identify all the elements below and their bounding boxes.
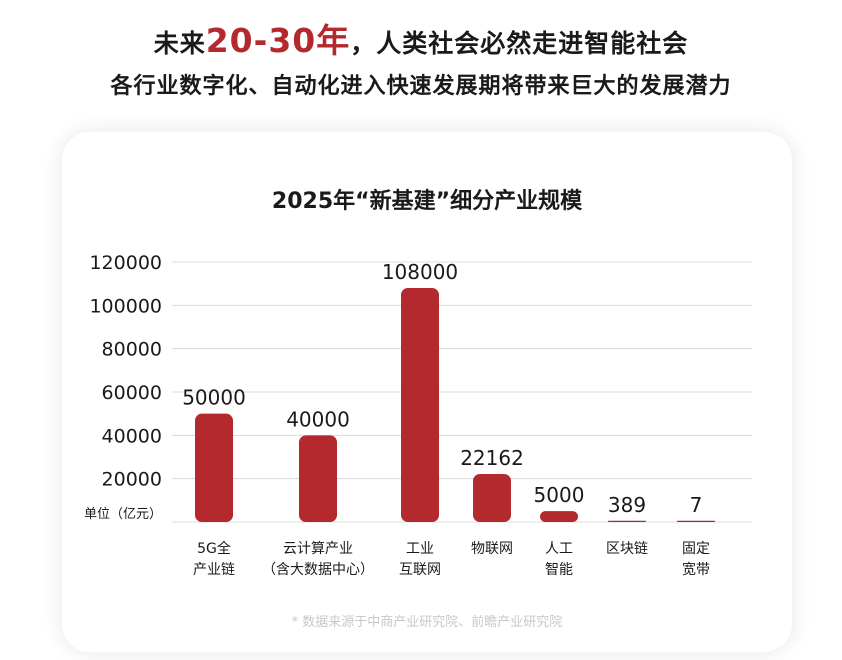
y-tick-label: 20000 xyxy=(102,469,162,491)
y-tick-label: 80000 xyxy=(102,339,162,361)
category-label: 物联网 xyxy=(471,541,513,557)
bar-value-label: 389 xyxy=(608,493,646,517)
headline-highlight: 20-30年 xyxy=(205,21,351,60)
bar-chart: 2025年“新基建”细分产业规模 20000 40000 60000 80000 100… xyxy=(84,188,752,630)
footnote: * 数据来源于中商产业研究院、前瞻产业研究院 xyxy=(292,614,563,630)
y-tick-label: 40000 xyxy=(102,425,162,447)
bar-value-label: 108000 xyxy=(382,260,458,284)
headline-line-1-pre: 未来 xyxy=(153,29,206,58)
bar xyxy=(677,520,715,522)
bar xyxy=(401,288,439,522)
category-label: 区块链 xyxy=(606,541,648,557)
bar-value-label: 22162 xyxy=(460,446,524,470)
y-tick-label: 60000 xyxy=(102,382,162,404)
headline-line-1: 未来20-30年，人类社会必然走进智能社会 xyxy=(0,14,842,62)
category-label: 云计算产业 xyxy=(283,541,353,557)
bar-value-label: 5000 xyxy=(534,483,585,507)
headline-line-2: 各行业数字化、自动化进入快速发展期将带来巨大的发展潜力 xyxy=(110,74,732,99)
bar-value-label: 40000 xyxy=(286,407,350,431)
chart-title: 2025年“新基建”细分产业规模 xyxy=(272,188,583,214)
bar-value-label: 50000 xyxy=(182,386,246,410)
bar xyxy=(299,435,337,522)
headline-line-1-post: ，人类社会必然走进智能社会 xyxy=(350,29,689,58)
y-tick-label: 100000 xyxy=(89,295,162,317)
bar xyxy=(608,520,646,522)
category-label: 固定 xyxy=(682,541,710,557)
category-label: 工业 xyxy=(406,541,434,557)
unit-label: 单位（亿元） xyxy=(84,507,162,522)
category-label: 产业链 xyxy=(193,562,235,578)
bar xyxy=(473,473,511,522)
bar xyxy=(195,413,233,522)
category-label: 人工 xyxy=(545,541,573,557)
chart-card: 2025年“新基建”细分产业规模 20000 40000 60000 80000 100… xyxy=(62,132,792,652)
category-label: 5G全 xyxy=(197,540,231,557)
bar xyxy=(540,511,578,522)
bar-value-label: 7 xyxy=(690,493,703,517)
category-label: （含大数据中心） xyxy=(262,562,374,578)
category-label: 宽带 xyxy=(682,561,710,578)
category-label: 互联网 xyxy=(399,562,441,578)
y-tick-label: 120000 xyxy=(89,252,162,274)
category-label: 智能 xyxy=(545,562,573,578)
